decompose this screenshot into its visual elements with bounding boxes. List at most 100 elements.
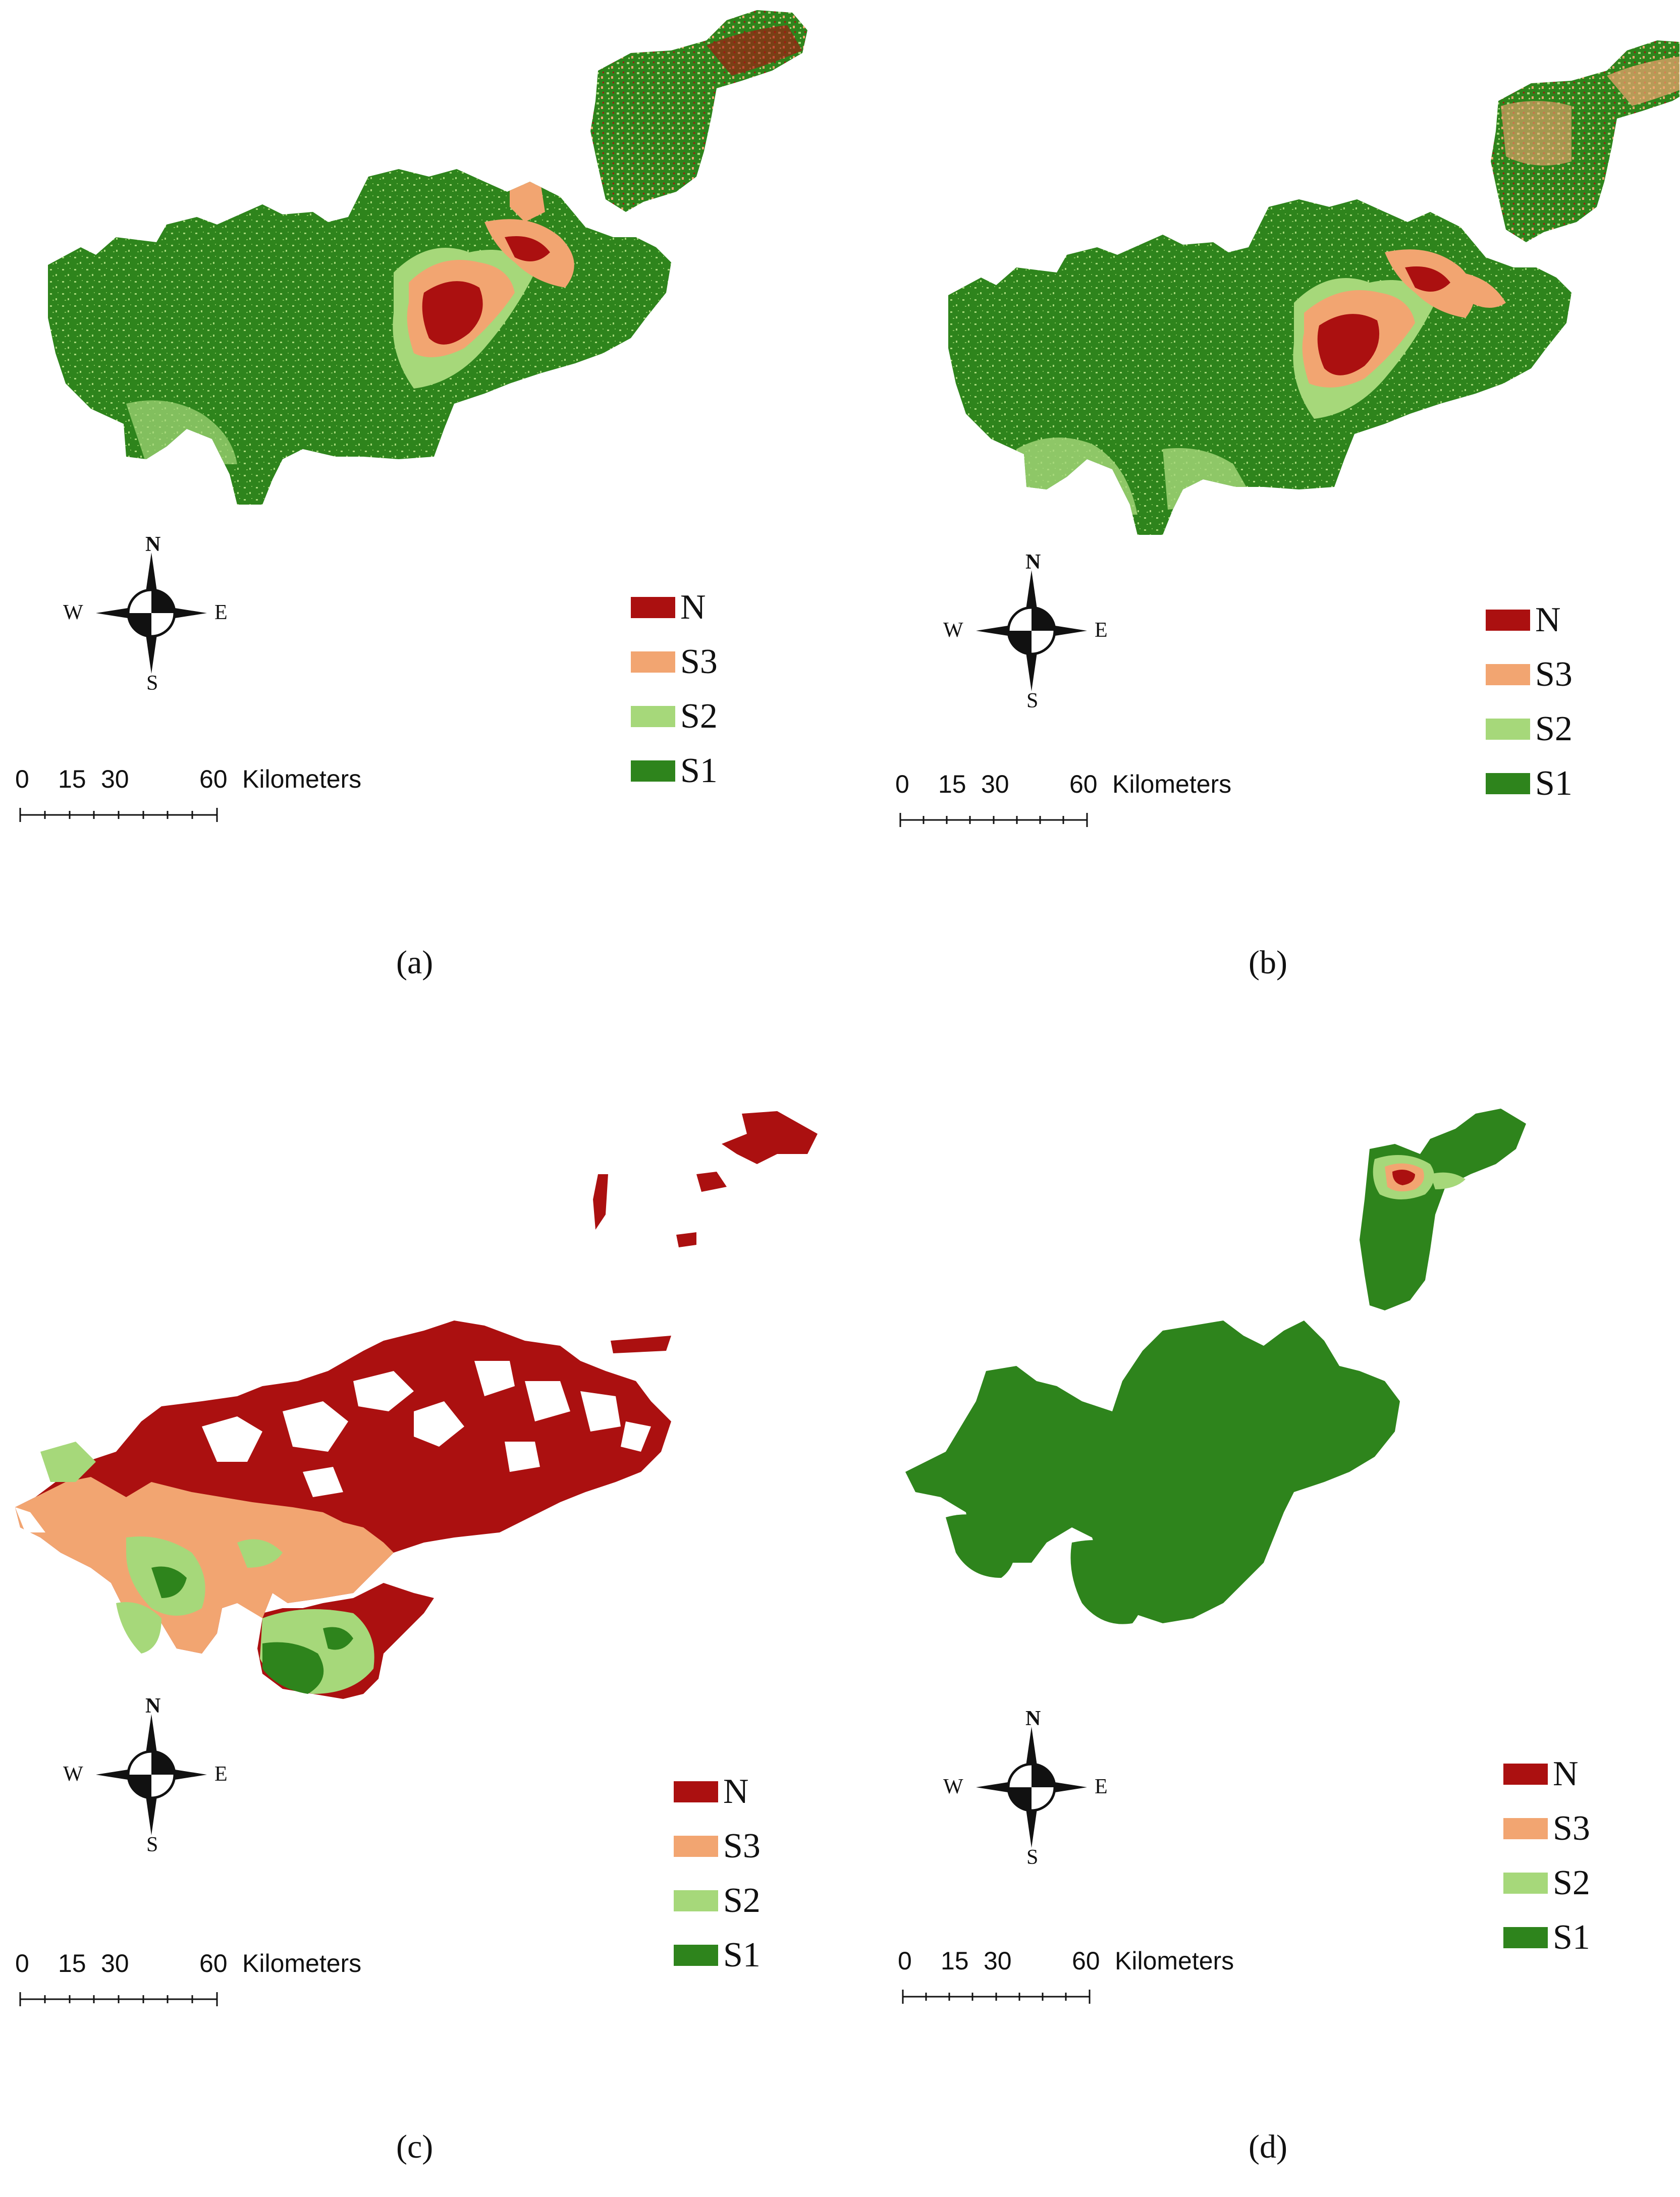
compass-north: N [145,1694,161,1718]
legend-item-s3: S3 [674,1819,761,1874]
scale-tick-30: 30 [984,1947,1012,1975]
scale-tick-15: 15 [941,1947,969,1975]
scale-tick-60: 60 [1072,1947,1100,1975]
scale-tick-15: 15 [58,765,86,793]
suitability-map-d [905,1109,1526,1624]
legend-item-n: N [674,1765,761,1819]
scale-labels-a: 0 15 30 60 Kilometers [15,764,419,795]
scale-tick-0: 0 [15,765,29,793]
legend-swatch-s3 [1486,664,1530,685]
legend-label-n: N [680,588,706,627]
map-panel-c: N S W E N S3 S2 S1 0 15 30 60 Kilometers [0,1098,840,2197]
compass-icon [976,1727,1087,1848]
scale-labels-d: 0 15 30 60 Kilometers [898,1946,1302,1976]
legend-swatch-s1 [1486,773,1530,794]
scale-tick-60: 60 [1069,770,1098,798]
panel-caption-c: (c) [396,2128,433,2165]
legend-item-s1: S1 [674,1928,761,1983]
compass-west: W [943,1775,963,1798]
scale-unit: Kilometers [1115,1947,1234,1975]
legend-label-s3: S3 [1535,655,1573,694]
legend-label-s3: S3 [1553,1809,1590,1848]
panel-caption-a: (a) [396,944,433,981]
compass-west: W [63,601,83,624]
scale-tick-60: 60 [199,765,228,793]
scale-tick-0: 0 [898,1947,912,1975]
suitability-map-c [15,1111,818,1699]
scale-bar-b [899,813,1088,827]
scale-labels-b: 0 15 30 60 Kilometers [895,770,1299,800]
scale-tick-30: 30 [101,765,129,793]
legend-item-n: N [1486,593,1573,647]
compass-south: S [1026,1846,1039,1869]
legend-swatch-s1 [674,1945,718,1966]
legend-item-n: N [1503,1747,1590,1801]
legend-label-s3: S3 [723,1827,761,1865]
scale-bar-c [19,1992,218,2006]
panel-caption-d: (d) [1249,2128,1287,2165]
legend-label-s2: S2 [723,1881,761,1920]
suitability-map-a [48,10,807,505]
legend-swatch-s3 [1503,1818,1548,1839]
compass-icon [96,1714,207,1835]
legend-swatch-s2 [1486,719,1530,740]
legend-swatch-s2 [1503,1873,1548,1894]
scale-unit: Kilometers [242,765,362,793]
scale-unit: Kilometers [1112,770,1232,798]
scale-tick-0: 0 [895,770,909,798]
map-panel-b: N S W E N S3 S2 S1 0 15 30 60 Kilometers [840,0,1679,1098]
compass-icon [96,553,207,674]
legend-swatch-s2 [674,1890,718,1911]
compass-south: S [146,672,158,695]
compass-south: S [146,1833,158,1856]
legend-item-s2: S2 [631,689,718,744]
compass-east: E [214,1763,228,1786]
scale-tick-60: 60 [199,1949,228,1978]
legend-swatch-n [1486,610,1530,631]
legend-label-s1: S1 [723,1936,761,1974]
compass-rose-b: N S W E [941,550,1112,712]
legend-item-s2: S2 [1503,1856,1590,1910]
legend-label-s1: S1 [1553,1918,1590,1957]
scale-labels-c: 0 15 30 60 Kilometers [15,1949,419,1979]
compass-north: N [145,533,161,556]
legend-a: N S3 S2 S1 [631,580,718,798]
legend-item-s3: S3 [631,635,718,689]
legend-swatch-s3 [631,651,675,673]
compass-rose-a: N S W E [61,532,232,695]
legend-swatch-s1 [631,760,675,782]
compass-west: W [63,1763,83,1786]
legend-label-s2: S2 [680,697,718,736]
legend-item-s2: S2 [1486,702,1573,756]
legend-d: N S3 S2 S1 [1503,1747,1590,1965]
legend-label-n: N [723,1772,749,1811]
compass-north: N [1025,551,1041,574]
legend-label-n: N [1553,1754,1579,1793]
scale-unit: Kilometers [242,1949,362,1978]
scale-tick-15: 15 [58,1949,86,1978]
legend-label-s1: S1 [680,751,718,790]
scale-tick-0: 0 [15,1949,29,1978]
legend-c: N S3 S2 S1 [674,1765,761,1983]
compass-rose-c: N S W E [61,1694,232,1856]
legend-swatch-n [674,1781,718,1802]
compass-icon [976,570,1087,691]
legend-item-s1: S1 [1503,1910,1590,1965]
compass-east: E [214,601,228,624]
compass-east: E [1095,1775,1108,1798]
suitability-map-b [948,40,1679,535]
legend-item-n: N [631,580,718,635]
compass-east: E [1095,619,1108,642]
compass-west: W [943,619,963,642]
scale-bar-d [902,1990,1091,2004]
compass-north: N [1025,1707,1041,1730]
map-panel-d: N S W E N S3 S2 S1 0 15 30 60 Kilometers [840,1098,1679,2197]
legend-item-s1: S1 [1486,756,1573,811]
legend-item-s1: S1 [631,744,718,798]
scale-tick-30: 30 [981,770,1009,798]
scale-tick-15: 15 [938,770,966,798]
scale-tick-30: 30 [101,1949,129,1978]
legend-label-s1: S1 [1535,764,1573,803]
legend-label-n: N [1535,600,1561,639]
legend-label-s2: S2 [1535,709,1573,748]
